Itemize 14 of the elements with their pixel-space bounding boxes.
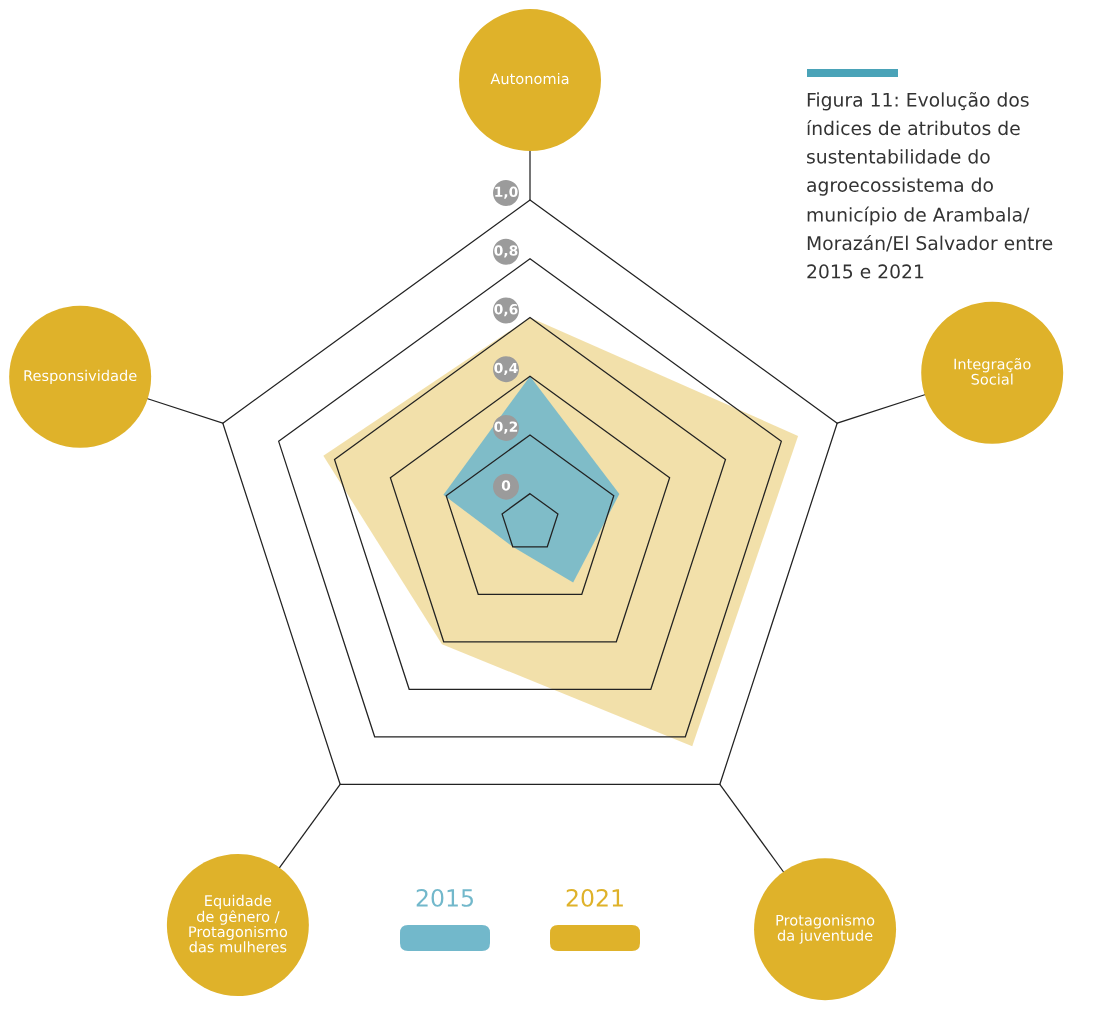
spoke-label: Responsividade [24, 369, 137, 384]
y-tick-label: 0,8 [494, 245, 518, 258]
text: 2015 [416, 888, 473, 907]
spoke-label: Autonomia [490, 72, 569, 85]
spoke-label: Integração Social [954, 358, 1031, 385]
y-tick-label: 0,2 [494, 421, 518, 434]
y-tick-label: 0,6 [494, 303, 518, 317]
text: 2021 [566, 888, 623, 907]
y-tick-label: 0,4 [494, 362, 518, 375]
y-tick-label: 1,0 [495, 186, 518, 199]
spoke-label: Equidade de gênero / Protagonismo das mulheres [189, 894, 288, 953]
spoke-label: Protagonismo da juventude [776, 914, 875, 944]
y-tick-label: 0 [501, 480, 511, 491]
text: Figura 11: Evolução dos índices de atributos de sustentabilidade do agroecossistema do município de Arambala/ Morazán/El Salvador entre 2015 e 2021 [807, 92, 1053, 279]
